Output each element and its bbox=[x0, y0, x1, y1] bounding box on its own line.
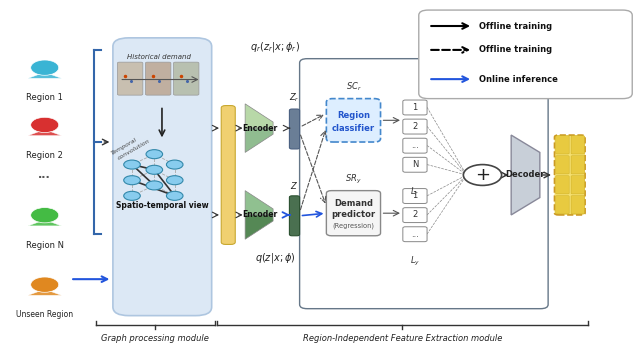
Text: Online inference: Online inference bbox=[479, 75, 558, 84]
FancyBboxPatch shape bbox=[117, 62, 143, 95]
Text: Unseen Region: Unseen Region bbox=[16, 310, 74, 320]
Polygon shape bbox=[245, 128, 273, 153]
FancyBboxPatch shape bbox=[289, 196, 300, 236]
Polygon shape bbox=[245, 104, 273, 128]
Circle shape bbox=[146, 165, 163, 174]
Text: Region-Independent Feature Extraction module: Region-Independent Feature Extraction mo… bbox=[303, 334, 502, 343]
Text: Encoder: Encoder bbox=[242, 210, 277, 219]
Text: $q(z|x;\phi)$: $q(z|x;\phi)$ bbox=[255, 251, 296, 265]
Circle shape bbox=[124, 160, 140, 169]
Text: predictor: predictor bbox=[332, 210, 376, 219]
Text: $q_r(z_r|x;\phi_r)$: $q_r(z_r|x;\phi_r)$ bbox=[250, 41, 300, 55]
Text: ...: ... bbox=[38, 170, 51, 180]
Text: (Regression): (Regression) bbox=[332, 223, 374, 229]
FancyBboxPatch shape bbox=[403, 158, 427, 172]
Text: Decoder: Decoder bbox=[506, 170, 545, 180]
Polygon shape bbox=[245, 215, 273, 239]
FancyBboxPatch shape bbox=[419, 10, 632, 99]
FancyBboxPatch shape bbox=[403, 189, 427, 203]
FancyBboxPatch shape bbox=[556, 176, 569, 194]
Circle shape bbox=[31, 117, 59, 133]
Text: $L_r$: $L_r$ bbox=[410, 186, 420, 198]
Text: convolution: convolution bbox=[116, 138, 151, 161]
FancyBboxPatch shape bbox=[556, 196, 569, 214]
Circle shape bbox=[124, 191, 140, 200]
Text: Encoder: Encoder bbox=[242, 124, 277, 133]
Polygon shape bbox=[28, 289, 61, 295]
Text: Demand: Demand bbox=[334, 199, 373, 208]
FancyBboxPatch shape bbox=[403, 227, 427, 242]
FancyBboxPatch shape bbox=[403, 119, 427, 134]
Text: N: N bbox=[412, 160, 418, 169]
Text: $SR_y$: $SR_y$ bbox=[346, 173, 362, 187]
Text: Spatio-temporal view: Spatio-temporal view bbox=[116, 201, 208, 210]
Text: Historical demand: Historical demand bbox=[127, 54, 191, 61]
FancyBboxPatch shape bbox=[571, 196, 584, 214]
Circle shape bbox=[166, 176, 183, 185]
FancyBboxPatch shape bbox=[556, 156, 569, 174]
FancyBboxPatch shape bbox=[145, 62, 171, 95]
Polygon shape bbox=[28, 72, 61, 78]
Polygon shape bbox=[511, 135, 540, 215]
FancyBboxPatch shape bbox=[300, 59, 548, 309]
FancyBboxPatch shape bbox=[113, 38, 212, 316]
Text: Graph processing module: Graph processing module bbox=[101, 334, 209, 343]
Text: ...: ... bbox=[411, 141, 419, 150]
Circle shape bbox=[31, 208, 59, 223]
Text: classifier: classifier bbox=[332, 124, 375, 133]
Circle shape bbox=[31, 60, 59, 75]
FancyBboxPatch shape bbox=[571, 176, 584, 194]
Text: 1: 1 bbox=[412, 191, 417, 200]
Circle shape bbox=[463, 164, 502, 186]
Text: $Z$: $Z$ bbox=[291, 180, 298, 191]
FancyBboxPatch shape bbox=[554, 135, 585, 215]
Circle shape bbox=[166, 191, 183, 200]
Circle shape bbox=[31, 277, 59, 292]
FancyBboxPatch shape bbox=[326, 99, 381, 142]
Text: 1: 1 bbox=[412, 103, 417, 112]
Text: Region N: Region N bbox=[26, 241, 64, 250]
Circle shape bbox=[166, 160, 183, 169]
Polygon shape bbox=[245, 191, 273, 215]
Text: Offline training: Offline training bbox=[479, 46, 552, 54]
FancyBboxPatch shape bbox=[173, 62, 199, 95]
FancyBboxPatch shape bbox=[571, 156, 584, 174]
FancyBboxPatch shape bbox=[221, 106, 236, 244]
Polygon shape bbox=[28, 220, 61, 226]
Text: Region: Region bbox=[337, 111, 370, 120]
Text: 2: 2 bbox=[412, 122, 417, 131]
Text: $Z_r$: $Z_r$ bbox=[289, 91, 300, 104]
FancyBboxPatch shape bbox=[326, 191, 381, 236]
FancyBboxPatch shape bbox=[403, 100, 427, 115]
FancyBboxPatch shape bbox=[556, 136, 569, 154]
FancyBboxPatch shape bbox=[403, 138, 427, 153]
Circle shape bbox=[124, 176, 140, 185]
Circle shape bbox=[146, 181, 163, 190]
Polygon shape bbox=[28, 130, 61, 135]
Text: ...: ... bbox=[411, 230, 419, 239]
Text: $SC_r$: $SC_r$ bbox=[346, 81, 362, 93]
Text: 2: 2 bbox=[412, 210, 417, 219]
Text: Region 2: Region 2 bbox=[26, 151, 63, 160]
FancyBboxPatch shape bbox=[289, 109, 300, 149]
Text: Offline training: Offline training bbox=[479, 21, 552, 30]
Text: Temporal: Temporal bbox=[110, 137, 138, 156]
FancyBboxPatch shape bbox=[403, 208, 427, 223]
FancyBboxPatch shape bbox=[571, 136, 584, 154]
Text: Region 1: Region 1 bbox=[26, 93, 63, 103]
Text: $L_y$: $L_y$ bbox=[410, 255, 420, 268]
Text: +: + bbox=[475, 166, 490, 184]
Circle shape bbox=[146, 150, 163, 159]
